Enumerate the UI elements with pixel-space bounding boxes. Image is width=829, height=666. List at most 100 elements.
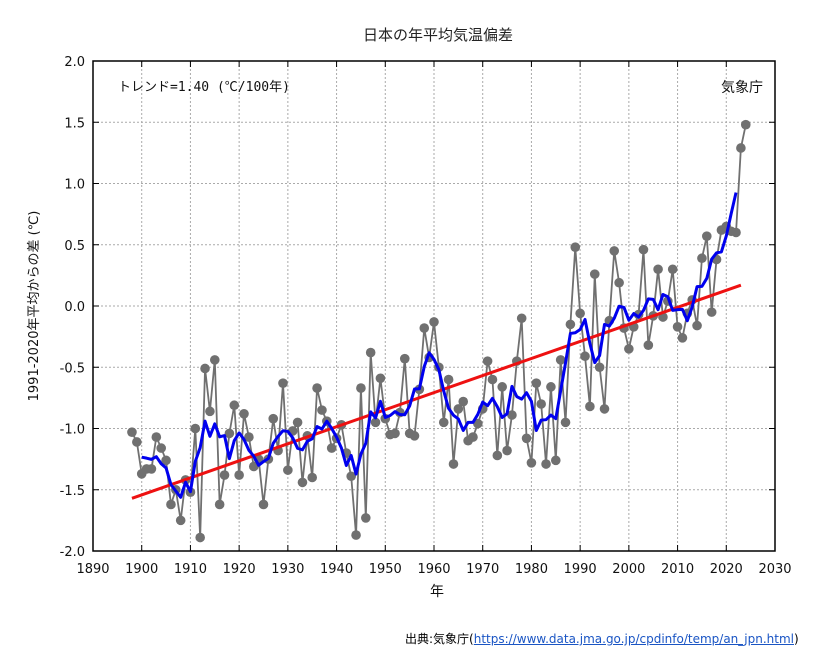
anomaly-point (209, 355, 220, 365)
anomaly-point (229, 400, 240, 411)
anomaly-point (502, 445, 512, 456)
anomaly-point (487, 374, 498, 385)
x-tick-label: 1970 (466, 562, 499, 577)
anomaly-point (248, 461, 259, 472)
y-tick-label: -0.5 (60, 361, 85, 376)
anomaly-point (146, 464, 157, 474)
x-tick-label: 2020 (710, 562, 743, 577)
anomaly-point (497, 382, 508, 392)
anomaly-point (278, 378, 288, 388)
x-tick-label: 2000 (612, 562, 645, 577)
anomaly-point (166, 499, 176, 510)
anomaly-point (736, 143, 746, 153)
x-axis-ticks: 1890 1900 1910 1920 1930 1940 1950 1960 1970 1980… (76, 61, 792, 577)
anomaly-point (570, 242, 581, 252)
anomaly-point (492, 450, 503, 461)
anomaly-point (468, 432, 478, 442)
anomaly-point (531, 378, 542, 388)
y-tick-label: 0.5 (64, 239, 85, 254)
y-tick-label: 2.0 (64, 55, 85, 70)
y-axis-ticks: 2.0 1.5 1.0 0.5 0.0 -0.5 -1.0 -1.5 -2.0 (60, 55, 775, 560)
trend-line (131, 283, 742, 500)
x-tick-label: 2030 (758, 562, 791, 577)
x-tick-label: 1920 (223, 562, 256, 577)
plot-frame (92, 60, 776, 552)
anomaly-point (516, 313, 527, 324)
y-tick-label: -1.5 (60, 484, 85, 499)
anomaly-point (292, 417, 303, 428)
anomaly-point (214, 499, 225, 510)
anomaly-point (638, 244, 649, 255)
anomaly-point (361, 513, 371, 523)
anomaly-point (624, 344, 634, 354)
anomaly-point (370, 417, 381, 428)
anomaly-point (653, 264, 663, 275)
anomaly-point (594, 362, 605, 373)
anomaly-point (560, 417, 571, 428)
anomaly-point (643, 340, 654, 351)
source-prefix: 出典:気象庁( (405, 632, 474, 646)
anomaly-point (297, 477, 308, 488)
running-mean-series (141, 192, 738, 499)
anomaly-point (589, 269, 600, 279)
anomaly-point (443, 374, 454, 385)
anomaly-point (614, 277, 624, 288)
anomaly-point (205, 406, 215, 417)
anomaly-point (667, 264, 678, 275)
anomaly-point (482, 356, 493, 366)
anomaly-point (448, 459, 459, 469)
x-tick-label: 1990 (564, 562, 597, 577)
anomaly-point (585, 401, 595, 412)
anomaly-point (473, 418, 483, 429)
anomaly-point (190, 423, 201, 434)
anomaly-point (541, 459, 551, 469)
y-axis-label: 1991-2020年平均からの差 (℃) (27, 211, 42, 402)
anomaly-point (546, 382, 556, 392)
anomaly-point (453, 404, 464, 414)
x-tick-label: 1930 (271, 562, 304, 577)
anomaly-point (429, 317, 439, 327)
source-link[interactable]: https://www.data.jma.go.jp/cpdinfo/temp/… (473, 632, 794, 646)
anomaly-point (175, 515, 186, 526)
x-axis-label: 年 (430, 584, 444, 600)
anomaly-point (326, 443, 337, 453)
anomaly-point (399, 353, 410, 364)
anomaly-point (740, 119, 751, 130)
anomaly-point (151, 432, 162, 442)
x-tick-label: 1950 (369, 562, 402, 577)
anomaly-point (375, 373, 386, 384)
temperature-anomaly-chart: 日本の年平均気温偏差 1890 1900 1910 1920 1930 1940 1950 1… (27, 26, 792, 600)
y-tick-label: -1.0 (60, 423, 85, 438)
trend-series (131, 283, 742, 500)
x-tick-label: 1980 (515, 562, 548, 577)
x-tick-label: 2010 (661, 562, 694, 577)
anomaly-point (706, 307, 717, 317)
anomaly-point (526, 458, 537, 468)
anomaly-point (692, 320, 702, 331)
anomaly-point (127, 427, 137, 437)
x-tick-label: 1890 (76, 562, 109, 577)
anomaly-point (156, 443, 166, 453)
source-citation: 出典:気象庁(https://www.data.jma.go.jp/cpdinf… (405, 630, 799, 647)
y-tick-label: -2.0 (60, 545, 85, 560)
anomaly-point (419, 323, 430, 333)
source-suffix: ) (793, 632, 799, 646)
anomaly-point (609, 246, 620, 256)
trend-annotation: トレンド=1.40 (℃/100年) (118, 80, 290, 95)
y-tick-label: 0.0 (64, 300, 85, 315)
anomaly-point (409, 431, 420, 441)
anomaly-point (312, 383, 322, 393)
anomaly-point (283, 465, 293, 475)
anomaly-point (132, 437, 142, 447)
y-tick-label: 1.5 (64, 116, 85, 131)
anomaly-point (258, 499, 269, 510)
anomaly-point (731, 227, 741, 238)
anomaly-point (200, 363, 210, 374)
anomaly-point (599, 404, 610, 414)
y-tick-label: 1.0 (64, 178, 85, 193)
anomaly-point (438, 417, 449, 428)
anomaly-point (234, 470, 244, 480)
anomaly-point (356, 383, 366, 393)
anomaly-point (550, 455, 561, 466)
anomaly-point (268, 413, 279, 424)
